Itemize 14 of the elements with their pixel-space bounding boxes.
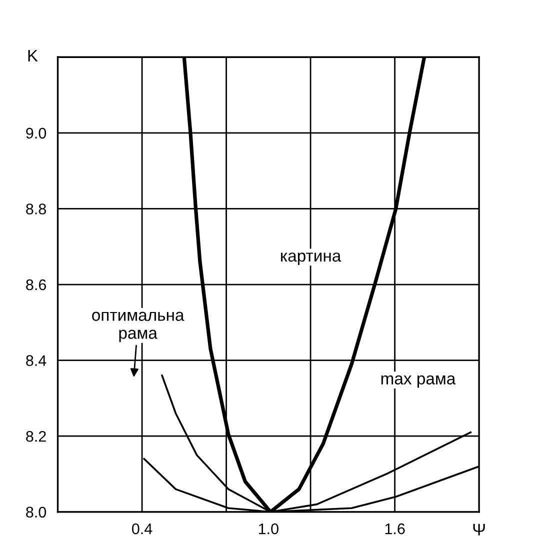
y-tick-label: 8.2 <box>26 430 46 442</box>
y-tick-label: 9.0 <box>26 128 46 139</box>
y-tick-label: 8.8 <box>26 204 46 214</box>
x-axis-title: Ψ <box>473 524 485 536</box>
x-tick-label: 0.4 <box>132 523 152 534</box>
annotation: оптимальна рама <box>92 312 184 342</box>
annotation: картина <box>281 252 342 265</box>
annotation: max рама <box>381 375 456 388</box>
x-tick-label: 1.0 <box>258 523 278 534</box>
y-tick-label: 8.4 <box>26 355 46 366</box>
y-tick-label: 8.6 <box>26 279 46 290</box>
y-tick-label: 8.0 <box>26 506 46 518</box>
y-axis-title: K <box>28 50 38 62</box>
x-tick-label: 1.6 <box>385 523 405 534</box>
